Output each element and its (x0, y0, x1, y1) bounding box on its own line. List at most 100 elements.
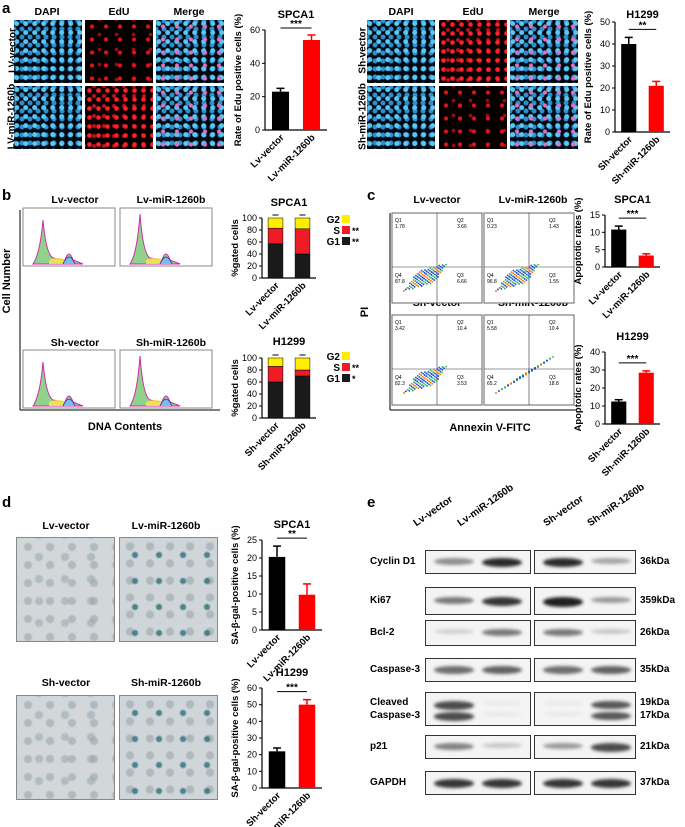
flow-event (445, 263, 448, 266)
flow-event (510, 274, 513, 276)
y-tick-label: 50 (247, 700, 257, 710)
flow-event (403, 392, 405, 394)
flow-event (535, 265, 538, 268)
flow-event (418, 274, 421, 276)
flow-event (495, 290, 497, 292)
flow-event (520, 275, 523, 278)
wb-band (591, 743, 631, 752)
flow-event (533, 269, 535, 272)
flow-event (441, 269, 443, 272)
a-img-lv-mir-merge (156, 86, 224, 149)
bar (302, 40, 321, 130)
flow-event (496, 288, 499, 291)
flow-event (505, 276, 507, 279)
flow-event (500, 285, 503, 287)
wb-kda-label: 35kDa (640, 664, 670, 675)
wb-blot (534, 658, 636, 682)
flow-event (534, 367, 536, 370)
flow-event (423, 376, 426, 379)
flow-event (516, 269, 518, 272)
flow-event (512, 285, 515, 287)
flow-event (412, 279, 415, 281)
y-tick-label: 50 (600, 17, 610, 27)
a-img-sh-vector-edu (439, 20, 507, 83)
flow-event (425, 372, 428, 375)
significance-label: *** (286, 683, 298, 694)
flow-event (420, 269, 423, 272)
flow-event (514, 270, 516, 273)
wb-band (434, 558, 474, 565)
wb-band (591, 629, 631, 635)
wb-band (591, 558, 631, 565)
flow-event (421, 273, 424, 276)
bar (648, 85, 664, 132)
significance-label: *** (290, 19, 302, 30)
quadrant-value: 3.42 (395, 326, 405, 332)
flow-event (416, 380, 419, 383)
quadrant-value: 5.58 (487, 326, 497, 332)
y-tick-label: 20 (247, 261, 257, 271)
flow-event (441, 369, 444, 371)
chart-a-left: 0 20 40 60 SPCA1 Rate of Edu positive cells (… (233, 9, 327, 184)
flow-event (434, 267, 437, 270)
flow-event (516, 378, 518, 381)
histogram-s-phase (49, 258, 67, 264)
flow-event (412, 386, 415, 389)
quadrant-value: 1.55 (549, 279, 559, 285)
flow-event (503, 287, 506, 290)
bar-g2 (294, 217, 311, 230)
flow-event (432, 269, 435, 272)
flow-event (429, 384, 432, 387)
flow-event (498, 286, 501, 289)
wb-band (434, 779, 474, 789)
chart-title: H1299 (276, 667, 308, 679)
flow-event (524, 275, 526, 278)
flow-event (427, 370, 430, 373)
flow-event (525, 279, 528, 282)
flow-event (432, 266, 435, 269)
wb-blot (534, 771, 636, 795)
y-tick-label: 0 (252, 625, 257, 635)
wb-band (482, 629, 522, 637)
flow-event (434, 270, 437, 273)
x-tick-label: Sh-miR-1260b (256, 420, 309, 473)
flow-event (502, 286, 505, 289)
d-img-lv-mir (119, 537, 218, 642)
y-tick-label: 25 (247, 535, 257, 545)
flow-event (441, 267, 444, 269)
flow-event (512, 269, 515, 272)
flow-event (431, 382, 434, 385)
flow-event (441, 264, 444, 266)
flow-event (525, 372, 527, 375)
panel-label-b: b (2, 187, 12, 204)
y-axis-label: %gated cells (230, 359, 241, 417)
wb-protein-label: Cleaved Caspase-3 (370, 697, 421, 721)
b-hist-title-4: Sh-miR-1260b (135, 337, 207, 349)
flow-event (502, 280, 505, 283)
y-tick-label: 0 (252, 413, 257, 423)
quadrant-value: 3.66 (457, 224, 467, 230)
y-tick-label: 0 (595, 262, 600, 272)
flow-event (528, 370, 530, 373)
y-tick-label: 20 (247, 750, 257, 760)
flow-event (439, 367, 442, 370)
flow-event (438, 366, 441, 369)
a-col-merge-left: Merge (173, 6, 205, 18)
y-tick-label: 80 (247, 365, 257, 375)
flow-event (530, 264, 533, 267)
flow-event (529, 273, 532, 275)
y-tick-label: 0 (595, 419, 600, 429)
flow-event (506, 274, 509, 277)
flow-event (415, 281, 418, 284)
flow-event (521, 282, 524, 285)
y-tick-label: 40 (247, 249, 257, 259)
flow-event (522, 276, 524, 279)
flow-event (437, 369, 440, 372)
flow-event (437, 270, 440, 273)
d-img-lv-vector (16, 537, 115, 642)
flow-event (512, 275, 514, 278)
flow-event (404, 288, 407, 291)
flow-event (417, 279, 420, 282)
flow-event (431, 278, 434, 280)
flow-event (421, 381, 424, 384)
